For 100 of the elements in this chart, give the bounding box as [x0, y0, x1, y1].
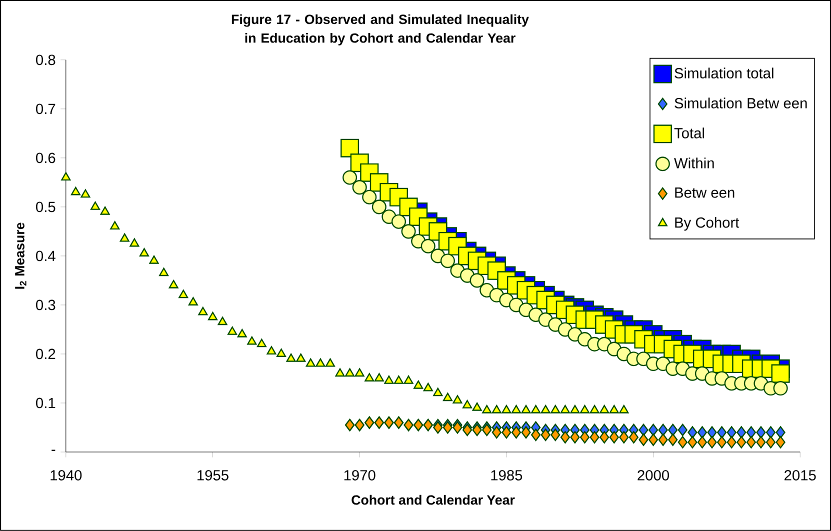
point — [697, 426, 708, 439]
y-tick-label: 0.1 — [36, 398, 56, 408]
point — [619, 431, 629, 444]
point — [746, 436, 756, 448]
point — [352, 180, 367, 195]
y-tick-label: - — [52, 450, 56, 451]
point — [707, 426, 717, 439]
point — [372, 200, 386, 214]
point — [756, 436, 766, 448]
point — [266, 346, 276, 355]
x-axis-title: Cohort and Calendar Year — [352, 494, 515, 505]
point — [648, 434, 658, 446]
point — [736, 426, 746, 439]
point — [766, 436, 776, 448]
point — [130, 238, 140, 247]
point — [756, 426, 766, 439]
point — [391, 214, 406, 229]
point — [462, 424, 472, 436]
chart-title: Figure 17 - Observed and Simulated Inequality in Education by Cohort and Calendar Year — [232, 14, 529, 46]
point — [600, 431, 610, 444]
point — [316, 358, 326, 367]
point — [342, 170, 358, 185]
point — [452, 421, 462, 434]
point — [70, 186, 80, 196]
x-tick-label: 2000 — [638, 470, 670, 480]
point — [600, 404, 610, 414]
point — [560, 431, 570, 444]
point — [482, 424, 492, 436]
point — [609, 431, 619, 444]
point — [414, 380, 424, 389]
point — [492, 426, 502, 439]
point — [110, 221, 120, 230]
legend-label: Total — [674, 128, 704, 138]
point — [384, 376, 394, 384]
y-tick-label: 0.8 — [36, 54, 56, 66]
point — [658, 424, 668, 436]
point — [237, 329, 247, 338]
point — [178, 290, 188, 298]
point — [374, 373, 384, 382]
y-tick-label: 0.2 — [36, 348, 56, 360]
point — [580, 404, 590, 414]
point — [678, 424, 688, 436]
point — [668, 434, 678, 446]
point — [726, 426, 736, 439]
point — [198, 306, 208, 316]
point — [149, 255, 159, 264]
legend-label: Simulation total — [674, 68, 774, 78]
point — [433, 421, 443, 434]
point — [771, 364, 790, 383]
x-tick-label: 1985 — [491, 470, 522, 480]
point — [628, 431, 639, 444]
point — [139, 248, 149, 257]
point — [502, 404, 512, 414]
point — [335, 368, 345, 377]
point — [401, 224, 416, 239]
point — [776, 436, 786, 448]
point — [717, 436, 727, 448]
point — [560, 404, 570, 414]
point — [736, 436, 746, 448]
point — [658, 434, 668, 446]
point — [540, 404, 550, 414]
point — [550, 404, 560, 414]
point — [159, 268, 169, 276]
point — [276, 348, 286, 358]
point — [440, 254, 455, 268]
x-tick-label: 1940 — [50, 470, 82, 480]
point — [697, 436, 708, 448]
point — [638, 434, 648, 446]
point — [773, 381, 788, 396]
point — [442, 392, 452, 402]
y-axis-title: I$_{2}$ Measure — [15, 222, 26, 289]
point — [306, 358, 316, 367]
point — [688, 436, 698, 448]
point — [638, 424, 648, 436]
point — [648, 424, 658, 436]
point — [452, 395, 462, 404]
point — [590, 404, 600, 414]
y-tick-label: 0.4 — [36, 250, 56, 262]
point — [678, 436, 688, 448]
point — [668, 424, 678, 436]
point — [420, 238, 436, 254]
point — [354, 368, 364, 377]
point — [511, 404, 521, 414]
point — [61, 172, 71, 181]
point — [492, 404, 502, 414]
point — [120, 233, 130, 242]
point — [80, 189, 90, 198]
point — [531, 428, 541, 442]
point — [531, 404, 541, 414]
point — [472, 424, 482, 436]
y-tick-label: 0.6 — [36, 152, 56, 164]
point — [296, 354, 306, 362]
x-tick-label: 1970 — [344, 470, 376, 480]
point — [470, 273, 484, 288]
point — [619, 404, 629, 414]
point — [726, 436, 736, 448]
point — [570, 431, 580, 444]
y-tick-label: 0.7 — [36, 104, 56, 114]
point — [570, 404, 580, 414]
legend-label: Betw een — [675, 188, 734, 198]
